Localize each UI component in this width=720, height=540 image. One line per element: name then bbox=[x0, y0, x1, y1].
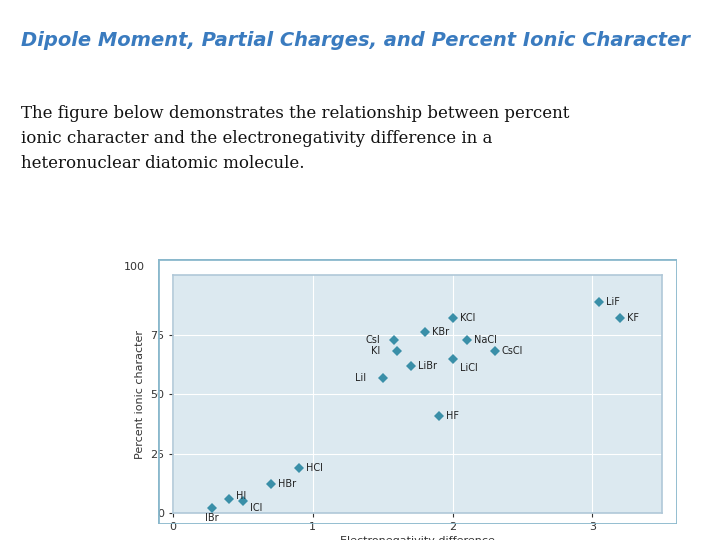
Text: HI: HI bbox=[235, 491, 246, 501]
Text: KI: KI bbox=[372, 347, 381, 356]
Text: ICl: ICl bbox=[250, 503, 262, 513]
Text: HCl: HCl bbox=[306, 463, 323, 473]
Text: KCl: KCl bbox=[459, 313, 475, 323]
X-axis label: Electronegativity difference: Electronegativity difference bbox=[340, 536, 495, 540]
Text: CsCl: CsCl bbox=[502, 347, 523, 356]
Text: IBr: IBr bbox=[205, 513, 219, 523]
Text: KBr: KBr bbox=[431, 327, 449, 338]
Text: HBr: HBr bbox=[278, 480, 296, 489]
Text: 100: 100 bbox=[123, 262, 145, 272]
Text: LiF: LiF bbox=[606, 296, 621, 307]
Text: CsI: CsI bbox=[366, 335, 381, 345]
Text: Dipole Moment, Partial Charges, and Percent Ionic Character: Dipole Moment, Partial Charges, and Perc… bbox=[22, 31, 690, 50]
Text: KF: KF bbox=[627, 313, 639, 323]
Text: HF: HF bbox=[446, 410, 459, 421]
Y-axis label: Percent ionic character: Percent ionic character bbox=[135, 330, 145, 458]
Text: LiBr: LiBr bbox=[418, 361, 436, 370]
Text: LiI: LiI bbox=[355, 373, 366, 382]
Text: LiCl: LiCl bbox=[459, 363, 477, 373]
Text: The figure below demonstrates the relationship between percent
ionic character a: The figure below demonstrates the relati… bbox=[22, 105, 570, 172]
Text: NaCl: NaCl bbox=[474, 335, 496, 345]
